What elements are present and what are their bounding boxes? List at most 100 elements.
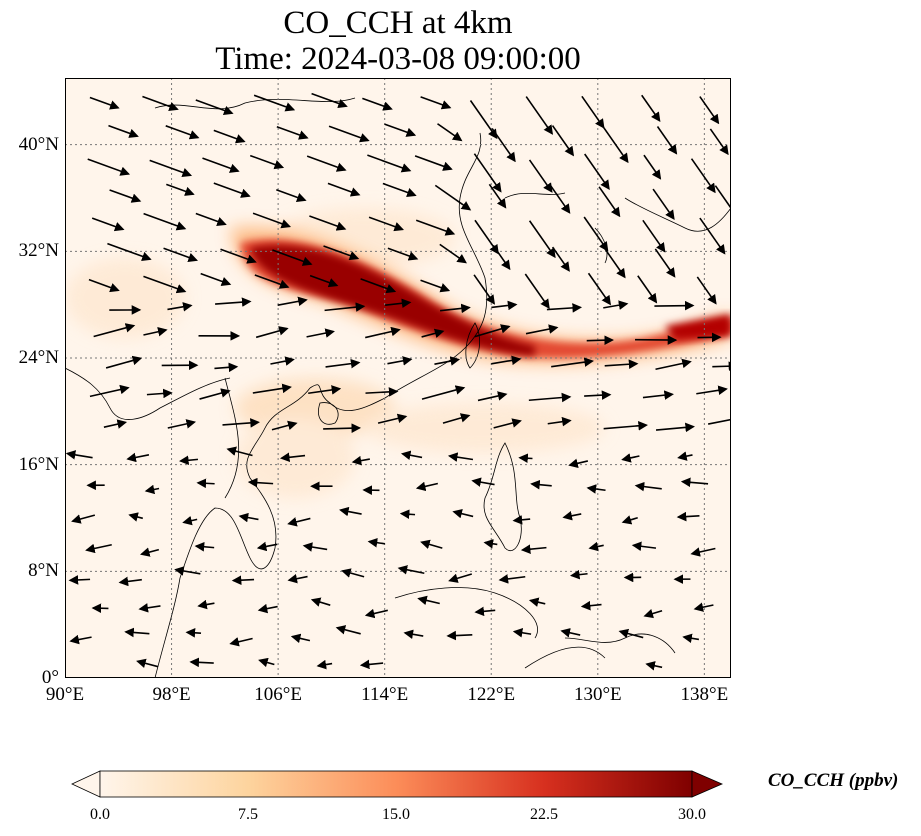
wind-arrow [215,297,252,307]
wind-arrow [525,324,559,335]
wind-arrow [202,157,240,173]
wind-arrow [634,481,662,492]
wind-arrow [587,272,612,306]
wind-arrow [652,188,675,220]
wind-arrow [601,244,626,279]
longitude-tick-label: 138°E [680,684,729,705]
wind-arrow [71,514,96,524]
latitude-tick-label: 40°N [18,133,59,155]
wind-arrow [655,422,695,433]
wind-arrow [583,216,609,252]
wind-arrow [551,246,570,272]
wind-arrow [287,517,311,527]
wind-arrow [185,628,202,638]
wind-arrow [277,296,308,307]
wind-arrow [645,661,663,671]
wind-arrow [311,92,348,109]
wind-arrow [699,96,720,125]
wind-arrow [195,212,227,227]
colorbar [71,770,724,798]
wind-arrow [138,603,161,613]
wind-arrow [308,385,342,395]
wind-arrow [341,568,365,578]
colorbar-over-extension [691,770,724,798]
wind-arrow [165,125,200,140]
wind-arrow [365,326,401,339]
wind-arrow [447,452,474,462]
wind-arrow [384,123,417,137]
latitude-tick-label: 32°N [18,240,59,262]
wind-arrow [474,606,496,617]
wind-arrow [89,96,120,110]
wind-arrow [302,542,328,552]
wind-arrow [452,508,474,519]
wind-arrow [365,387,399,397]
wind-arrow [362,97,393,111]
wind-arrow [108,124,139,138]
wind-arrow [420,539,443,549]
wind-arrow [417,595,440,606]
colorbar-under-extension [71,770,101,798]
wind-arrow [271,420,298,431]
latitude-tick-label: 16°N [18,453,59,475]
longitude-tick-label: 130°E [573,684,622,705]
wind-arrow [696,276,717,305]
wind-arrow [693,602,714,612]
wind-arrow [474,324,511,338]
wind-arrow [621,515,638,525]
wind-arrow [126,452,150,463]
wind-arrow [213,129,246,144]
wind-arrow [656,126,678,155]
wind-arrow [586,335,614,346]
wind-arrow [109,189,142,203]
wind-arrow [448,573,473,583]
map-background [65,78,731,678]
wind-arrow [562,511,582,521]
wind-arrow [547,416,572,427]
wind-arrow [528,392,572,403]
wind-arrow [323,423,362,433]
wind-arrow [325,358,361,369]
wind-arrow [367,537,386,548]
latitude-tick-label: 24°N [18,347,59,368]
wind-arrow [469,100,498,140]
wind-arrow [603,421,648,431]
wind-arrow [103,419,128,429]
wind-arrow [351,455,370,466]
wind-arrow [512,628,532,638]
wind-arrow [714,185,731,210]
wind-arrow [618,628,644,639]
wind-arrow [213,182,251,198]
wind-arrow [570,569,588,580]
wind-arrow [642,390,674,400]
wind-arrow [279,452,306,463]
wind-arrow [214,362,239,373]
wind-arrow [682,633,700,644]
wind-arrow [690,547,716,557]
wind-arrow [580,600,602,611]
wind-arrow [252,212,292,229]
wind-arrow [588,541,604,552]
wind-arrow [707,418,731,425]
wind-arrow [414,155,453,171]
wind-arrow [290,633,311,644]
map-plot-area [65,78,731,678]
wind-arrow [255,326,289,339]
wind-arrow [339,506,362,517]
chart-time-subtitle: Time: 2024-03-08 09:00:00 [215,41,581,77]
wind-arrow [382,182,417,198]
wind-arrow [439,243,467,264]
wind-arrow [238,512,259,523]
colorbar-tick-label: 7.5 [238,806,258,823]
wind-vectors [65,92,731,671]
wind-arrow [603,300,629,310]
wind-arrow [194,541,215,552]
wind-arrow [140,547,160,557]
wind-arrow [196,478,215,489]
wind-arrow [328,125,370,143]
wind-arrow [128,512,143,522]
wind-arrow [584,153,610,190]
wind-arrow [179,455,199,466]
wind-arrow [699,217,726,255]
wind-arrow [316,659,333,670]
